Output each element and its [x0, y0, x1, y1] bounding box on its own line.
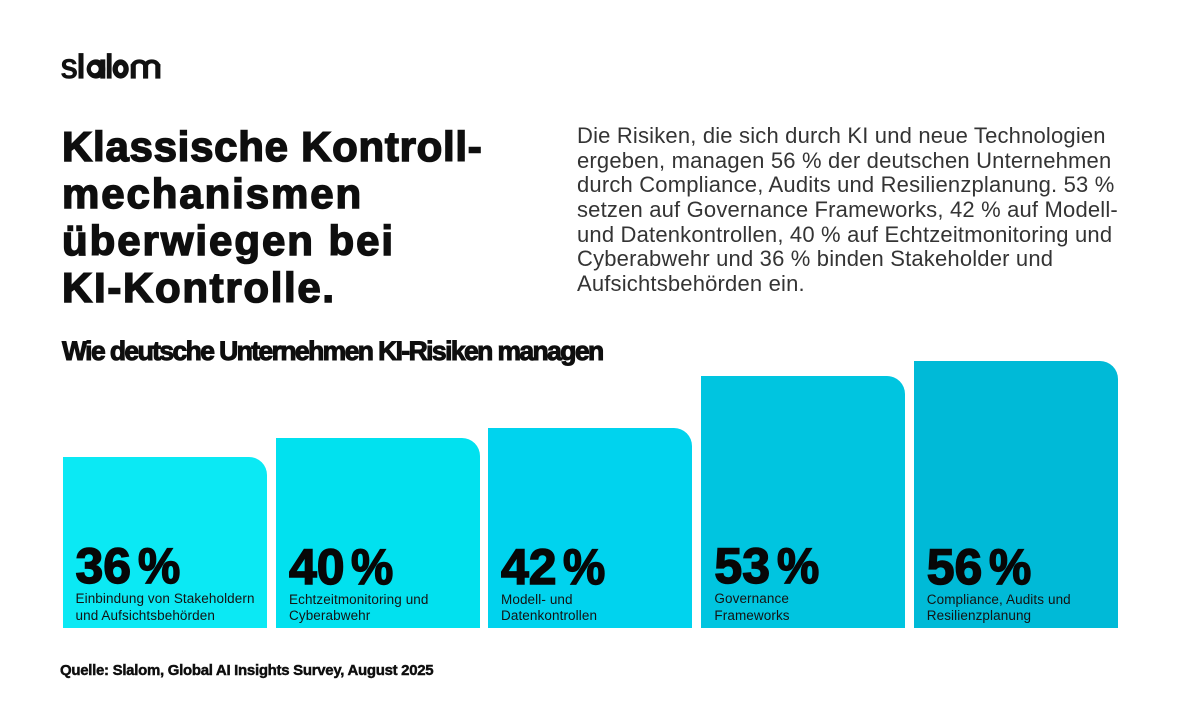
svg-text:s: s [60, 52, 78, 80]
